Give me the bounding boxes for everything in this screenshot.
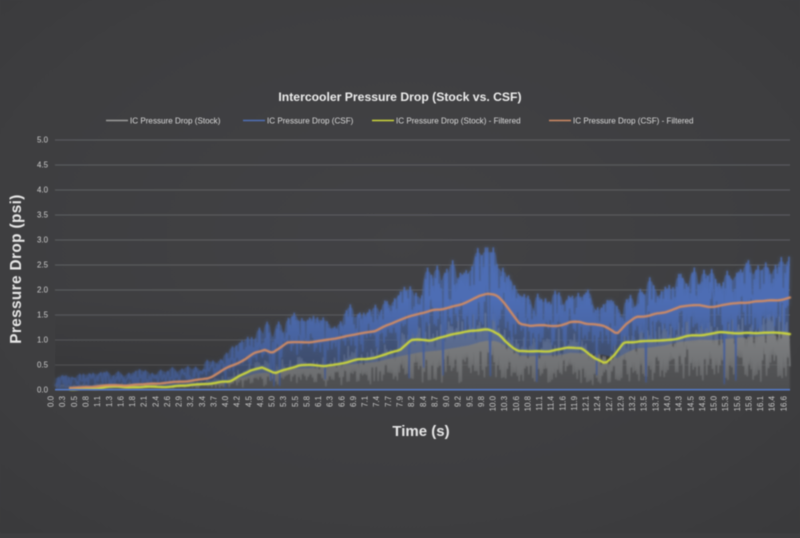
svg-text:13.5: 13.5 [640, 395, 649, 411]
svg-text:4.5: 4.5 [37, 161, 49, 170]
svg-text:16.1: 16.1 [756, 396, 765, 411]
svg-text:11.9: 11.9 [570, 395, 579, 410]
svg-text:1.1: 1.1 [93, 396, 102, 407]
svg-text:3.0: 3.0 [37, 236, 49, 245]
svg-text:4.0: 4.0 [221, 395, 230, 407]
svg-text:7.7: 7.7 [384, 396, 393, 407]
svg-text:4.5: 4.5 [244, 395, 253, 407]
svg-text:6.9: 6.9 [349, 395, 358, 407]
svg-text:7.4: 7.4 [372, 395, 381, 407]
svg-text:IC Pressure Drop (CSF): IC Pressure Drop (CSF) [267, 117, 354, 126]
svg-text:2.0: 2.0 [37, 286, 49, 295]
svg-text:15.3: 15.3 [721, 395, 730, 411]
svg-text:8.4: 8.4 [419, 395, 428, 407]
svg-text:9.8: 9.8 [477, 395, 486, 407]
svg-text:8.7: 8.7 [430, 396, 439, 407]
svg-text:9.2: 9.2 [454, 396, 463, 407]
svg-text:0.5: 0.5 [37, 361, 49, 370]
svg-text:3.5: 3.5 [37, 211, 49, 220]
svg-text:12.4: 12.4 [593, 395, 602, 411]
svg-text:2.5: 2.5 [37, 261, 49, 270]
svg-text:4.2: 4.2 [233, 396, 242, 407]
svg-text:2.1: 2.1 [140, 396, 149, 407]
svg-text:15.0: 15.0 [710, 395, 719, 411]
svg-text:6.3: 6.3 [326, 395, 335, 407]
svg-text:10.8: 10.8 [523, 395, 532, 411]
svg-text:Time (s): Time (s) [392, 423, 449, 440]
svg-text:0.5: 0.5 [70, 395, 79, 407]
svg-text:12.7: 12.7 [605, 396, 614, 411]
svg-text:10.3: 10.3 [500, 395, 509, 411]
svg-text:1.5: 1.5 [37, 311, 49, 320]
svg-text:2.4: 2.4 [151, 395, 160, 407]
svg-text:5.3: 5.3 [279, 395, 288, 407]
svg-text:13.2: 13.2 [628, 396, 637, 411]
svg-text:11.6: 11.6 [558, 395, 567, 410]
svg-text:IC Pressure Drop (Stock) - Fil: IC Pressure Drop (Stock) - Filtered [396, 117, 521, 126]
svg-text:2.9: 2.9 [175, 395, 184, 407]
svg-text:6.1: 6.1 [314, 396, 323, 407]
svg-text:5.5: 5.5 [291, 395, 300, 407]
svg-text:IC Pressure Drop (Stock): IC Pressure Drop (Stock) [130, 117, 221, 126]
svg-text:0.3: 0.3 [58, 395, 67, 407]
svg-text:5.0: 5.0 [37, 136, 49, 145]
svg-text:1.3: 1.3 [105, 395, 114, 407]
svg-text:7.9: 7.9 [396, 395, 405, 407]
svg-text:15.6: 15.6 [733, 395, 742, 411]
svg-text:16.4: 16.4 [768, 395, 777, 411]
svg-text:1.6: 1.6 [116, 395, 125, 407]
svg-text:0.8: 0.8 [82, 395, 91, 407]
svg-text:9.5: 9.5 [465, 395, 474, 407]
svg-text:3.7: 3.7 [209, 396, 218, 407]
svg-text:12.9: 12.9 [617, 395, 626, 411]
svg-text:11.4: 11.4 [547, 395, 556, 410]
svg-text:4.8: 4.8 [256, 395, 265, 407]
svg-text:9.0: 9.0 [442, 395, 451, 407]
svg-text:13.7: 13.7 [651, 396, 660, 411]
svg-text:12.1: 12.1 [582, 396, 591, 411]
svg-text:10.0: 10.0 [489, 395, 498, 411]
svg-text:IC Pressure Drop (CSF) - Filte: IC Pressure Drop (CSF) - Filtered [573, 117, 694, 126]
svg-text:2.6: 2.6 [163, 395, 172, 407]
svg-text:3.2: 3.2 [186, 396, 195, 407]
svg-text:8.2: 8.2 [407, 396, 416, 407]
svg-text:11.1: 11.1 [535, 396, 544, 411]
svg-text:14.0: 14.0 [663, 395, 672, 411]
svg-text:3.4: 3.4 [198, 395, 207, 407]
svg-text:0.0: 0.0 [37, 386, 49, 395]
svg-text:Pressure Drop (psi): Pressure Drop (psi) [8, 194, 25, 344]
svg-text:1.0: 1.0 [37, 336, 49, 345]
svg-text:1.8: 1.8 [128, 395, 137, 407]
svg-text:14.5: 14.5 [686, 395, 695, 411]
svg-text:Intercooler Pressure Drop (Sto: Intercooler Pressure Drop (Stock vs. CSF… [278, 90, 521, 104]
svg-text:14.3: 14.3 [675, 395, 684, 411]
svg-text:6.6: 6.6 [337, 395, 346, 407]
svg-text:16.6: 16.6 [779, 395, 788, 411]
svg-text:10.6: 10.6 [512, 395, 521, 411]
svg-text:0.0: 0.0 [47, 395, 56, 407]
svg-text:14.8: 14.8 [698, 395, 707, 411]
svg-text:5.8: 5.8 [303, 395, 312, 407]
svg-text:15.8: 15.8 [744, 395, 753, 411]
svg-text:4.0: 4.0 [37, 186, 49, 195]
svg-text:5.0: 5.0 [268, 395, 277, 407]
svg-text:7.1: 7.1 [361, 396, 370, 407]
